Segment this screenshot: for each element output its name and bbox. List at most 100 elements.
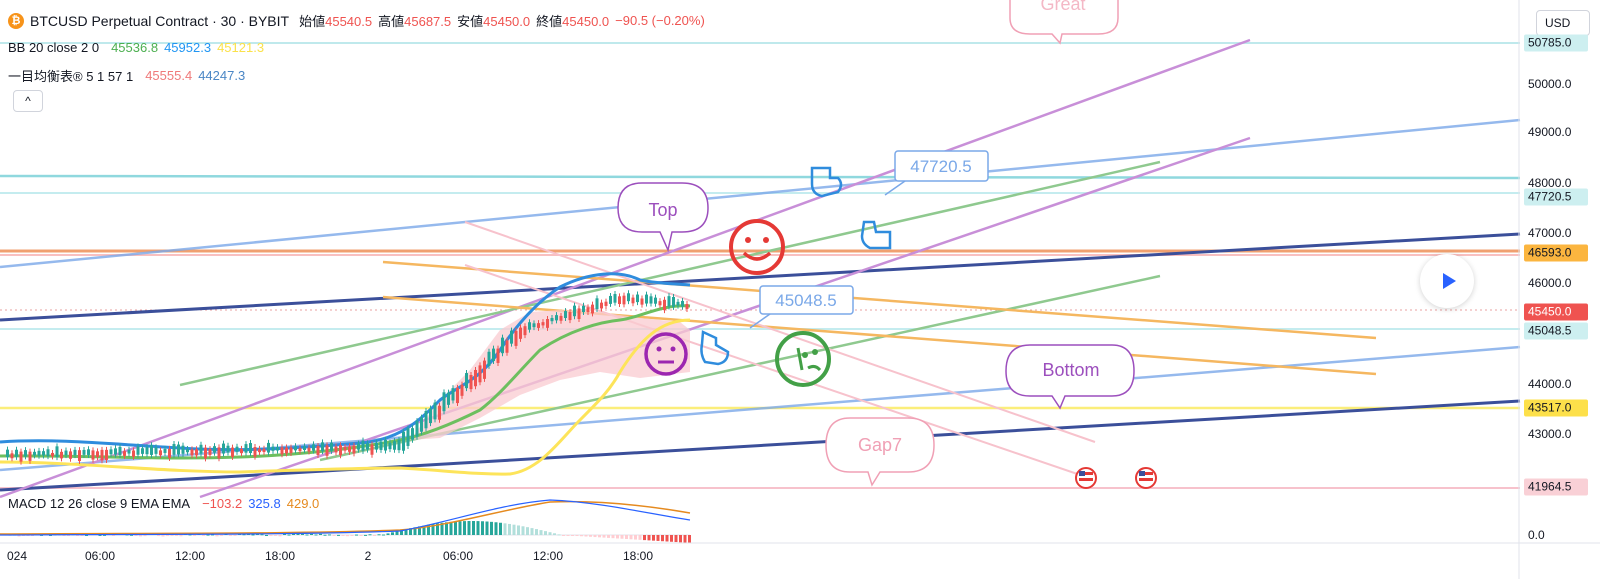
candle-body [303, 446, 306, 451]
ichimoku-cloud [410, 310, 690, 440]
candle-body [249, 443, 252, 454]
macd-histogram-bar [503, 523, 507, 535]
price-tag: 45048.5 [1524, 322, 1588, 340]
candle-body [447, 392, 450, 405]
macd-histogram-bar [283, 533, 286, 535]
ohlc-label: 高値 [378, 14, 405, 29]
candle-body [573, 305, 576, 317]
candle-body [600, 302, 603, 309]
candle-body [451, 388, 455, 401]
macd-histogram-bar [341, 535, 345, 536]
candle-body [73, 449, 77, 456]
macd-histogram-bar [265, 534, 268, 536]
candle-body [109, 449, 113, 455]
price-label-47720[interactable]: 47720.5 [884, 150, 989, 196]
macd-histogram-bar [589, 535, 592, 537]
currency-label: USD [1545, 16, 1571, 30]
candle-body [546, 319, 549, 328]
candle-body [622, 295, 626, 305]
bitcoin-icon: ₿ [8, 12, 24, 29]
macd-histogram-bar [26, 535, 30, 536]
macd-histogram-bar [607, 535, 610, 538]
macd-histogram-bar [584, 535, 588, 537]
price-scale-label: 48000.0 [1528, 176, 1572, 190]
candle-body [672, 297, 675, 307]
time-axis-label: 18:00 [622, 549, 654, 563]
ohlc-value: 45540.5 [325, 14, 373, 29]
candle-body [60, 451, 63, 459]
macd-histogram-bar [175, 535, 178, 536]
candle-body [604, 301, 608, 306]
candle-body [78, 450, 81, 462]
macd-histogram-bar [557, 534, 561, 536]
macd-histogram-bar [526, 527, 529, 535]
macd-histogram-bar [40, 534, 43, 536]
currency-button[interactable]: USD [1536, 10, 1590, 36]
macd-histogram-bar [593, 535, 597, 538]
callout-gap-text: Gap7 [858, 435, 902, 455]
candle-body [15, 449, 18, 457]
candle-body [199, 444, 203, 454]
candle-body [46, 449, 50, 457]
price-tag: 41964.5 [1524, 478, 1588, 496]
macd-histogram-bar [215, 535, 219, 537]
macd-histogram-bar [467, 521, 471, 535]
macd-histogram-bar [206, 534, 210, 536]
callout-great-text: Great [1040, 0, 1085, 14]
macd-histogram-bar [220, 535, 223, 536]
macd-histogram-bar [193, 535, 196, 536]
candle-body [325, 445, 329, 456]
callout-great[interactable]: Great [1009, 0, 1119, 45]
collapse-legend-button[interactable]: ^ [13, 90, 43, 112]
candle-body [528, 322, 531, 330]
candle-body [631, 297, 635, 304]
callout-bottom[interactable]: Bottom [1005, 344, 1135, 410]
candle-body [424, 411, 428, 429]
candle-body [366, 443, 369, 450]
scroll-to-realtime-button[interactable] [1420, 254, 1474, 308]
macd-legend[interactable]: MACD 12 26 close 9 EMA EMA −103.2 325.8 42… [8, 496, 319, 511]
price-label-45048[interactable]: 45048.5 [749, 285, 854, 329]
candle-body [406, 428, 410, 446]
ichimoku-legend[interactable]: 一目均衡表® 5 1 57 1 45555.4 44247.3 [8, 66, 245, 85]
thumbs-hand-icon[interactable] [860, 220, 892, 250]
candle-body [100, 449, 104, 461]
candle-body [253, 447, 257, 457]
callout-gap[interactable]: Gap7 [825, 417, 935, 487]
macd-histogram-bar [391, 532, 394, 535]
macd-histogram-bar [575, 535, 579, 536]
worried-face-icon[interactable] [775, 331, 831, 387]
macd-histogram-bar [292, 533, 295, 535]
bb-legend[interactable]: BB 20 close 2 0 45536.8 45952.3 45121.3 [8, 40, 264, 55]
candle-body [91, 450, 95, 460]
candle-body [348, 446, 351, 452]
macd-histogram-bar [634, 535, 637, 540]
neutral-face-icon[interactable] [644, 332, 688, 376]
macd-histogram-bar [170, 535, 174, 536]
bb-value: 45952.3 [164, 40, 212, 55]
symbol-legend[interactable]: ₿ BTCUSD Perpetual Contract · 30 · BYBIT… [8, 11, 705, 30]
pointing-hand-icon[interactable] [810, 166, 843, 198]
candle-body [168, 448, 171, 459]
time-axis-label: 12:00 [174, 549, 206, 563]
candle-body [271, 446, 275, 451]
us-flag-icon[interactable] [1075, 467, 1097, 489]
smile-face-icon[interactable] [729, 219, 785, 275]
pointing-hand-icon-2[interactable] [700, 330, 730, 366]
candle-body [375, 442, 378, 450]
candle-body [487, 351, 491, 366]
price-scale-label: 50000.0 [1528, 77, 1572, 91]
candle-body [415, 421, 419, 437]
candle-body [159, 450, 162, 456]
candle-body [577, 308, 581, 319]
candle-body [370, 444, 374, 455]
macd-histogram-bar [112, 535, 115, 536]
macd-histogram-bar [449, 521, 453, 535]
candle-body [658, 301, 662, 306]
us-flag-icon-2[interactable] [1135, 467, 1157, 489]
macd-histogram-bar [229, 535, 232, 536]
callout-top[interactable]: Top [617, 182, 709, 253]
macd-histogram-bar [512, 524, 516, 535]
candle-body [28, 451, 32, 461]
